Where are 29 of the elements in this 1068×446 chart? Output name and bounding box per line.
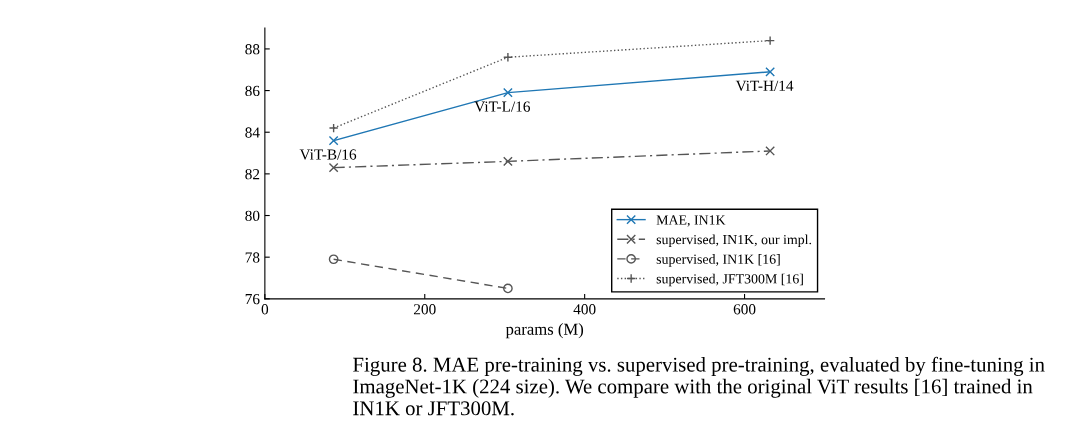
y-tick-label: 78 <box>245 252 260 263</box>
y-tick-label: 86 <box>245 85 260 97</box>
legend-label: MAE, IN1K <box>656 215 726 227</box>
x-tick-label: 0 <box>261 304 269 315</box>
y-tick-label: 84 <box>245 127 260 138</box>
x-tick-label: 400 <box>573 304 596 315</box>
point <box>328 254 339 265</box>
point <box>328 135 339 146</box>
point <box>503 156 513 167</box>
legend-label: supervised, JFT300M [16] <box>656 273 803 287</box>
annotation: ViT-B/16 <box>299 149 357 160</box>
annotation: ViT-H/14 <box>735 80 794 91</box>
point <box>765 146 775 156</box>
y-tick-label: 76 <box>245 294 260 305</box>
y-tick-label: 88 <box>245 44 260 55</box>
point <box>328 123 339 133</box>
y-tick-label: 82 <box>245 169 260 180</box>
legend-label: supervised, IN1K [16] <box>656 254 780 267</box>
annotation: ViT-L/16 <box>474 101 531 112</box>
legend-label: supervised, IN1K, our impl. <box>656 234 812 248</box>
y-tick-label: 80 <box>245 210 260 221</box>
x-tick-label: 200 <box>413 304 436 315</box>
point <box>765 66 775 77</box>
x-axis-title: params (M) <box>505 323 584 339</box>
x-tick-label: 600 <box>733 304 756 315</box>
point <box>328 162 339 173</box>
point <box>503 87 513 98</box>
caption: Figure 8. MAE pre-training vs. supervised pre-training, evaluated by fine-tuning in ImageNet-1K (224 size). We compare with the original ViT results [16] trained in IN1K or JFT300M. <box>353 356 1045 416</box>
point <box>503 283 513 294</box>
